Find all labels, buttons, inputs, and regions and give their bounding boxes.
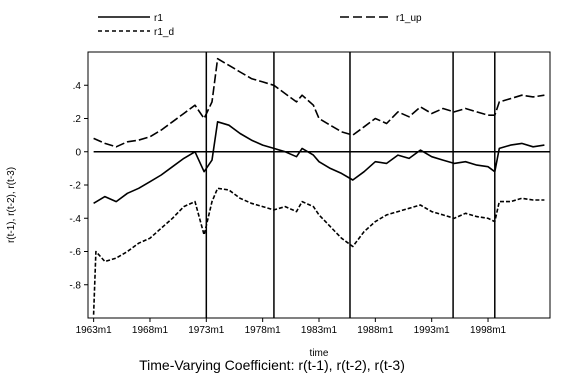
legend-label-r1-d: r1_d — [154, 27, 174, 38]
x-tick-label: 1993m1 — [414, 325, 451, 336]
x-tick-label: 1998m1 — [470, 325, 507, 336]
y-tick-label: .2 — [73, 114, 82, 125]
legend-entry-r1-d: r1_d — [98, 27, 174, 38]
series-line-r1-up — [93, 57, 545, 148]
series-line-r1 — [93, 121, 545, 204]
y-tick-label: 0 — [75, 147, 81, 158]
legend-entry-r1-up: r1_up — [340, 13, 422, 24]
series-lines — [92, 57, 545, 315]
x-tick-label: 1978m1 — [245, 325, 282, 336]
x-tick-label: 1963m1 — [76, 325, 113, 336]
y-tick-label: -.4 — [69, 214, 81, 225]
x-tick-label: 1968m1 — [132, 325, 169, 336]
x-tick-label: 1988m1 — [357, 325, 394, 336]
legend-label-r1: r1 — [154, 13, 163, 24]
y-tick-label: -.8 — [69, 280, 81, 291]
legend-entry-r1: r1 — [98, 13, 163, 24]
y-tick-label: -.6 — [69, 247, 81, 258]
x-axis-title: time — [310, 348, 329, 359]
legend-label-r1-up: r1_up — [396, 13, 422, 24]
legend: r1 r1_up r1_d — [98, 13, 422, 38]
y-tick-label: .4 — [73, 81, 82, 92]
x-axis: 1963m1 1968m1 1973m1 1978m1 1983m1 1988m1 1993… — [76, 318, 507, 336]
chart-caption: Time-Varying Coefficient: r(t-1), r(t-2)… — [139, 357, 405, 373]
series-line-r1-d — [92, 187, 545, 315]
y-tick-label: -.2 — [69, 181, 81, 192]
x-tick-label: 1983m1 — [301, 325, 338, 336]
y-axis-title: r(t-1), r(t-2), r(t-3) — [6, 167, 17, 243]
y-axis: .4 .2 0 -.2 -.4 -.6 -.8 — [69, 81, 88, 291]
x-tick-label: 1973m1 — [188, 325, 225, 336]
plot-area-frame — [87, 51, 551, 319]
vertical-reference-lines — [205, 52, 496, 318]
